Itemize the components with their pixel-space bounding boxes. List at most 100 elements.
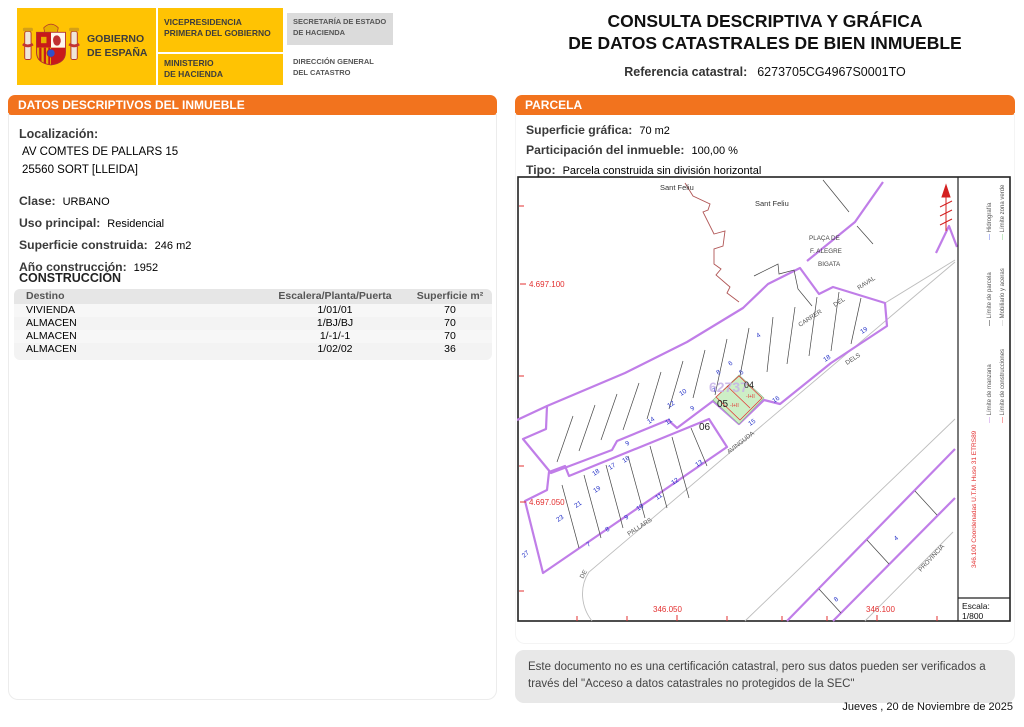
- map-label: 4: [755, 332, 762, 340]
- property-fields: Clase: URBANO Uso principal: Residencial Sup…: [19, 193, 191, 281]
- map-label: BIGATA: [818, 261, 841, 268]
- table-header-cell: Destino: [26, 290, 65, 302]
- map-legend-item: — Mobiliario y aceras: [1000, 268, 1006, 326]
- map-label: 4.697.050: [529, 498, 565, 507]
- left-panel-body: Localización: AV COMTES DE PALLARS 15 25…: [8, 113, 497, 700]
- map-label: 13: [694, 459, 704, 469]
- map-label: 8: [715, 369, 722, 377]
- map-label: 346.100 Coordenadas U.T.M. Huso 31 ETRS8…: [971, 430, 978, 568]
- map-label: 06: [699, 422, 711, 433]
- table-cell: 70: [444, 330, 456, 342]
- map-label: 27: [521, 549, 531, 559]
- property-field-row: Clase: URBANO: [19, 193, 191, 210]
- map-legend-item: — Hidrografía: [987, 202, 993, 240]
- map-label: 19: [592, 485, 602, 495]
- map-legend: — Hidrografía — Límite zona verde — Límite…: [987, 184, 1006, 423]
- cadastral-map: Sant Feliu Sant Feliu PLAÇA DE F. ALEGRE BIG…: [517, 176, 1011, 622]
- table-cell: ALMACEN: [26, 317, 77, 329]
- cadastral-reference-label: Referencia catastral:: [624, 64, 748, 79]
- parcel-field-label: Participación del inmueble:: [526, 143, 685, 157]
- table-row: ALMACEN 1/02/02 36: [14, 343, 492, 356]
- parcel-field-label: Tipo:: [526, 163, 556, 177]
- table-cell: 1/02/02: [317, 343, 353, 355]
- map-label: 18: [822, 354, 832, 364]
- table-header-cell: Superficie m²: [416, 290, 484, 302]
- map-label: 6: [727, 360, 734, 368]
- property-field-value: Residencial: [107, 218, 165, 230]
- parcel-field-row: Superficie gráfica: 70 m2: [526, 122, 761, 139]
- spain-coat-of-arms-icon: [22, 19, 80, 76]
- map-label: 15: [747, 418, 757, 428]
- map-label: 8: [604, 526, 611, 534]
- table-row: VIVIENDA 1/01/01 70: [14, 304, 492, 317]
- document-date: Jueves , 20 de Noviembre de 2025: [842, 701, 1013, 713]
- document-title-line2: DE DATOS CATASTRALES DE BIEN INMUEBLE: [568, 33, 962, 54]
- table-cell: 1/01/01: [317, 304, 353, 316]
- map-label: 17: [607, 462, 617, 472]
- property-field-row: Superficie construida: 246 m2: [19, 237, 191, 254]
- left-panel-header: DATOS DESCRIPTIVOS DEL INMUEBLE: [8, 95, 497, 115]
- map-label: Sant Feliu: [755, 199, 789, 208]
- map-legend-item: — Límite de manzana: [987, 364, 993, 423]
- map-label: 8: [833, 596, 841, 604]
- north-arrow-icon: [939, 183, 953, 231]
- table-row: ALMACEN 1/-1/-1 70: [14, 330, 492, 343]
- map-label: 5: [738, 369, 745, 377]
- table-cell: 70: [444, 317, 456, 329]
- map-legend-item: — Límite de construcciones: [1000, 349, 1006, 423]
- construccion-table: Destino Escalera/Planta/Puerta Superficie …: [14, 289, 492, 360]
- map-label: 4.697.100: [529, 280, 565, 289]
- map-label: 12: [666, 400, 676, 410]
- map-label: 11: [654, 492, 664, 502]
- ministerio-label: MINISTERIO DE HACIENDA: [164, 58, 224, 80]
- table-cell: 1/BJ/BJ: [316, 317, 354, 329]
- logo-yellow-block: GOBIERNO DE ESPAÑA VICEPRESIDENCIA PRIME…: [17, 8, 283, 85]
- cadastral-reference: Referencia catastral: 6273705CG4967S0001T…: [515, 65, 1015, 79]
- cadastral-reference-value: 6273705CG4967S0001TO: [757, 64, 906, 79]
- secretaria-estado-label: SECRETARÍA DE ESTADO DE HACIENDA: [287, 13, 393, 45]
- document-title-line1: CONSULTA DESCRIPTIVA Y GRÁFICA: [607, 11, 923, 31]
- map-legend-item: — Límite de parcela: [987, 272, 993, 326]
- logo-divider: [156, 8, 158, 85]
- map-label: 9: [689, 405, 696, 413]
- parcel-field-row: Participación del inmueble: 100,00 %: [526, 142, 761, 159]
- map-label: 1/800: [962, 611, 984, 621]
- map-label: -I+II: [746, 394, 755, 400]
- document-title-block: CONSULTA DESCRIPTIVA Y GRÁFICA DE DATOS …: [515, 10, 1015, 79]
- logo-divider: [158, 52, 283, 54]
- vicepresidencia-label: VICEPRESIDENCIA PRIMERA DEL GOBIERNO: [164, 17, 271, 39]
- map-label: 18: [591, 468, 601, 478]
- direccion-general-catastro-label: DIRECCIÓN GENERAL DEL CATASTRO: [293, 57, 374, 77]
- parcel-field-row: Tipo: Parcela construida sin división hor…: [526, 162, 761, 179]
- boundary-zigzag: [684, 182, 740, 303]
- address-line1: AV COMTES DE PALLARS 15: [22, 146, 179, 158]
- table-cell: 70: [444, 304, 456, 316]
- map-label: 62737: [709, 379, 748, 395]
- table-header-cell: Escalera/Planta/Puerta: [278, 290, 392, 302]
- parcel-field-value: Parcela construida sin división horizont…: [562, 165, 762, 177]
- map-label: 21: [573, 500, 583, 510]
- map-label: 16: [771, 395, 781, 405]
- map-label: 23: [555, 514, 565, 524]
- property-field-label: Superficie construida:: [19, 238, 148, 252]
- parcel-field-label: Superficie gráfica:: [526, 123, 633, 137]
- address-line2: 25560 SORT [LLEIDA]: [22, 164, 138, 176]
- localizacion-label: Localización:: [19, 127, 99, 141]
- map-label: 346.050: [653, 605, 682, 614]
- gobierno-de-espana-label: GOBIERNO DE ESPAÑA: [87, 33, 148, 59]
- coordinate-ticks: [519, 205, 938, 621]
- parcel-lines: [556, 179, 938, 614]
- table-row: ALMACEN 1/BJ/BJ 70: [14, 317, 492, 330]
- map-label: 19: [859, 326, 869, 336]
- construccion-title: CONSTRUCCIÓN: [19, 271, 122, 285]
- map-label: 16: [621, 455, 631, 465]
- map-label: 9: [624, 440, 631, 448]
- map-label: Escala:: [962, 601, 990, 611]
- gobierno-logo: GOBIERNO DE ESPAÑA VICEPRESIDENCIA PRIME…: [17, 8, 397, 85]
- map-label: F. ALEGRE: [810, 248, 842, 255]
- disclaimer-box: Este documento no es una certificación c…: [515, 650, 1015, 703]
- map-label: 05: [717, 399, 729, 410]
- map-label: 11: [664, 417, 674, 427]
- map-label: 9: [623, 514, 630, 522]
